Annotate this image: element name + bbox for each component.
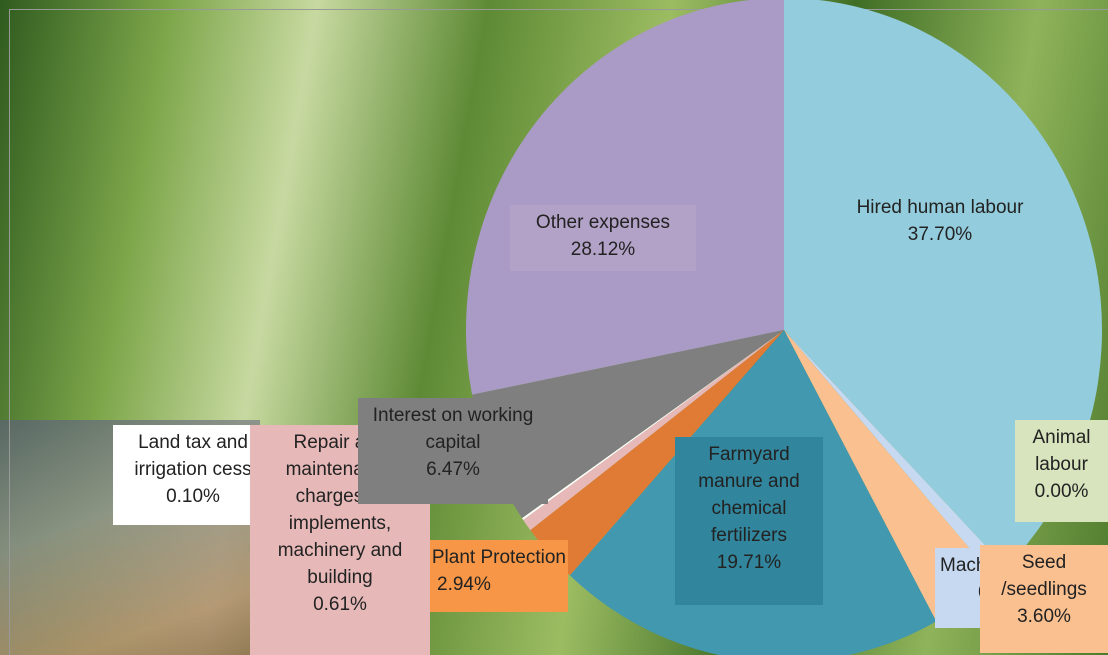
data-label: Animal labour 0.00% — [1015, 420, 1108, 522]
pie-slice — [523, 330, 784, 531]
label-value: 6.47% — [426, 459, 480, 480]
pie-slice — [522, 330, 784, 520]
label-name: Land tax and irrigation cess — [134, 432, 252, 480]
data-label: Farmyard manure and chemical fertilizers… — [675, 437, 823, 605]
pie-slice — [472, 330, 784, 519]
data-label: Seed /seedlings 3.60% — [980, 545, 1108, 653]
label-name: Other expenses — [535, 212, 671, 233]
label-name: Interest on working capital — [372, 405, 534, 453]
label-value: 0.10% — [166, 486, 220, 507]
data-label: Interest on working capital 6.47% — [358, 398, 548, 504]
label-value: 28.12% — [570, 239, 636, 260]
data-label: Hired human labour 37.70% — [840, 190, 1040, 310]
label-value: 19.71% — [716, 552, 782, 573]
data-label: Other expenses 28.12% — [510, 205, 696, 271]
pie-slice — [530, 330, 784, 576]
label-value: 37.70% — [907, 224, 973, 245]
label-value: 2.94% — [437, 574, 491, 595]
frame — [9, 9, 1108, 655]
pie-slice — [784, 330, 1007, 579]
pie-slice — [466, 0, 784, 395]
label-name: Hired human labour — [856, 197, 1024, 218]
label-value: 3.60% — [1017, 606, 1071, 627]
data-label: Land tax and irrigation cess 0.10% — [113, 425, 273, 525]
label-name: Plant Protection — [431, 547, 566, 568]
label-name: Farmyard manure and chemical fertilizers — [698, 444, 800, 546]
label-name: Seed /seedlings — [1001, 552, 1087, 600]
label-value: 0.00% — [1034, 481, 1089, 502]
label-name: Animal labour — [1032, 427, 1091, 475]
label-value: 0.61% — [313, 594, 367, 615]
